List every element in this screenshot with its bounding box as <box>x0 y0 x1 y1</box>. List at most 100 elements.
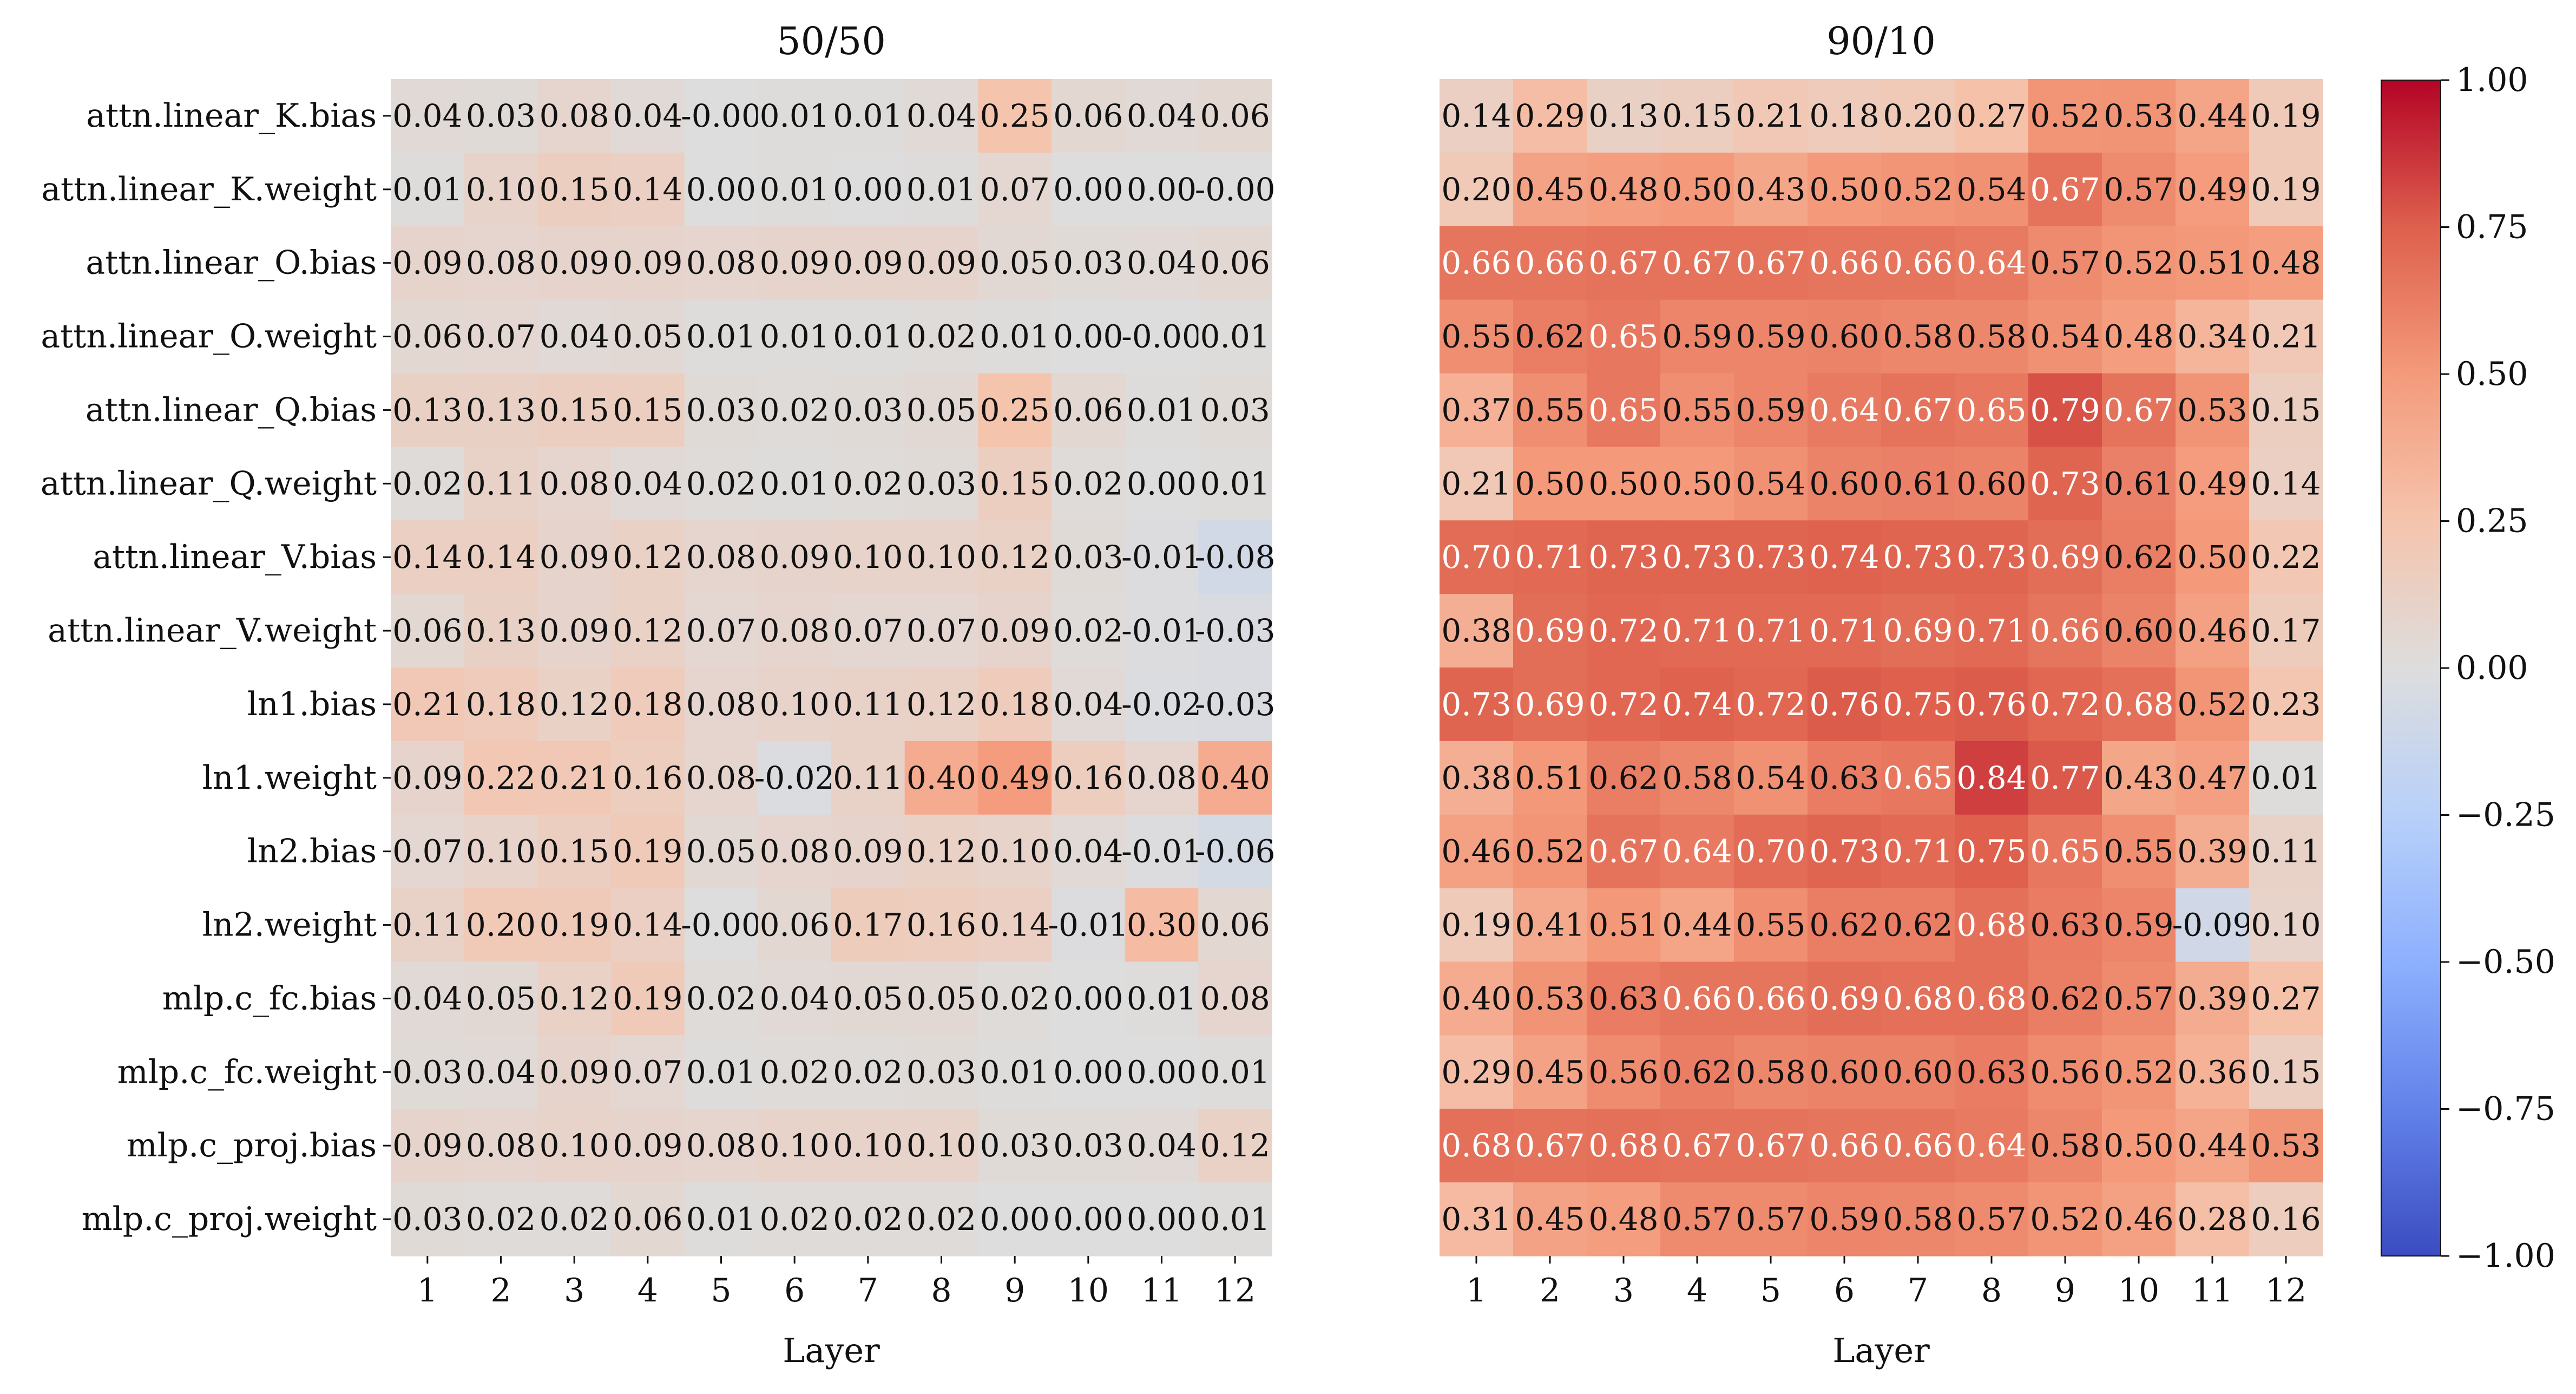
heatmap-cell <box>904 741 978 815</box>
cell-value-label: 0.29 <box>1441 1053 1511 1090</box>
row-label: ln1.bias <box>247 685 377 723</box>
cell-value-label: 0.71 <box>1809 612 1879 649</box>
heatmap-cell <box>2249 226 2323 300</box>
cell-value-label: 0.45 <box>1515 1201 1585 1238</box>
heatmap-cell <box>391 79 465 153</box>
heatmap-cell <box>2102 888 2176 963</box>
panel-title: 90/10 <box>1826 19 1936 63</box>
heatmap-cell <box>464 814 538 889</box>
cell-value-label: 0.12 <box>613 612 682 649</box>
heatmap-cell <box>1587 447 1661 521</box>
heatmap-cell <box>611 79 685 153</box>
heatmap-cell <box>464 961 538 1036</box>
cell-value-label: 0.01 <box>906 171 976 208</box>
heatmap-cell <box>684 226 758 300</box>
cell-value-label: 0.60 <box>2104 612 2173 649</box>
cell-value-label: 0.55 <box>1736 907 1805 944</box>
heatmap-cell <box>1587 1182 1661 1256</box>
heatmap-cell <box>2102 741 2176 815</box>
cell-value-label: 0.04 <box>760 980 830 1017</box>
column-tick-label: 4 <box>638 1272 658 1310</box>
cell-value-label: 0.17 <box>2251 612 2321 649</box>
column-tick-label: 7 <box>1908 1272 1928 1310</box>
heatmap-cell <box>1660 520 1734 594</box>
heatmap-cell <box>2102 1035 2176 1109</box>
cell-value-label: 0.40 <box>1200 760 1270 796</box>
cell-value-label: 0.06 <box>1200 907 1270 944</box>
heatmap-cell <box>1660 299 1734 374</box>
cell-value-label: 0.02 <box>760 1201 830 1238</box>
heatmap-cell <box>1734 888 1808 963</box>
cell-value-label: 0.54 <box>1736 760 1805 796</box>
heatmap-cell <box>537 1109 612 1183</box>
cell-value-label: 0.10 <box>760 686 830 723</box>
heatmap-cell <box>2028 961 2102 1036</box>
heatmap-cell <box>391 594 465 668</box>
heatmap-cell <box>1440 961 1514 1036</box>
cell-value-label: 0.65 <box>1588 391 1658 428</box>
heatmap-cell <box>1881 888 1955 963</box>
heatmap-cell <box>1660 79 1734 153</box>
cell-value-label: 0.54 <box>1736 465 1805 502</box>
cell-value-label: 0.08 <box>686 245 756 282</box>
heatmap-cell <box>1513 814 1587 889</box>
cell-value-label: 0.70 <box>1441 539 1511 575</box>
cell-value-label: 0.67 <box>2030 171 2100 208</box>
cell-value-label: 0.66 <box>1809 1127 1879 1164</box>
heatmap-cell <box>1955 520 2029 594</box>
colorbar-tick-label: 0.50 <box>2456 355 2528 393</box>
heatmap-cell <box>1587 373 1661 447</box>
cell-value-label: 0.00 <box>1127 171 1197 208</box>
cell-value-label: 0.00 <box>980 1201 1050 1238</box>
colorbar-tick-label: −0.50 <box>2456 943 2555 981</box>
cell-value-label: 0.66 <box>1441 245 1511 282</box>
heatmap-cell <box>1587 1035 1661 1109</box>
cell-value-label: 0.56 <box>1588 1053 1658 1090</box>
heatmap-cell <box>1440 667 1514 742</box>
cell-value-label: -0.03 <box>1195 612 1276 649</box>
heatmap-cell <box>1125 1035 1199 1109</box>
cell-value-label: 0.39 <box>2177 980 2247 1017</box>
heatmap-cell <box>1052 1035 1126 1109</box>
cell-value-label: 0.58 <box>1662 760 1732 796</box>
heatmap-cell <box>758 888 832 963</box>
cell-value-label: -0.01 <box>1121 612 1202 649</box>
cell-value-label: 0.62 <box>2104 539 2173 575</box>
heatmap-cell <box>1125 447 1199 521</box>
cell-value-label: 0.50 <box>2177 539 2247 575</box>
heatmap-cell <box>1734 79 1808 153</box>
cell-value-label: 0.25 <box>980 97 1050 134</box>
cell-value-label: 0.21 <box>540 760 609 796</box>
cell-value-label: 0.39 <box>2177 833 2247 870</box>
heatmap-cell <box>684 299 758 374</box>
heatmap-cell <box>1198 888 1272 963</box>
cell-value-label: 0.02 <box>906 318 976 355</box>
heatmap-cell <box>1125 79 1199 153</box>
heatmap-cell <box>1881 1182 1955 1256</box>
cell-value-label: 0.07 <box>392 833 462 870</box>
heatmap-cell <box>904 299 978 374</box>
cell-value-label: 0.59 <box>1809 1201 1879 1238</box>
heatmap-cell <box>758 594 832 668</box>
cell-value-label: 0.69 <box>1883 612 1953 649</box>
heatmap-cell <box>2102 594 2176 668</box>
cell-value-label: 0.67 <box>1736 245 1805 282</box>
heatmap-cell <box>1881 447 1955 521</box>
heatmap-cell <box>611 1035 685 1109</box>
heatmap-cell <box>904 1035 978 1109</box>
row-label: attn.linear_Q.bias <box>86 391 377 429</box>
cell-value-label: 0.67 <box>1515 1127 1585 1164</box>
cell-value-label: 0.75 <box>1956 833 2026 870</box>
cell-value-label: 0.12 <box>906 833 976 870</box>
cell-value-label: 0.18 <box>613 686 682 723</box>
row-label: mlp.c_proj.weight <box>82 1200 377 1238</box>
cell-value-label: 0.04 <box>1053 686 1123 723</box>
heatmap-cell <box>391 888 465 963</box>
heatmap-cell <box>1198 152 1272 227</box>
cell-value-label: 0.00 <box>686 171 756 208</box>
heatmap-cell <box>1587 594 1661 668</box>
cell-value-label: 0.48 <box>2104 318 2173 355</box>
heatmap-cell <box>684 447 758 521</box>
cell-value-label: 0.68 <box>1956 980 2026 1017</box>
heatmap-cell <box>1513 667 1587 742</box>
